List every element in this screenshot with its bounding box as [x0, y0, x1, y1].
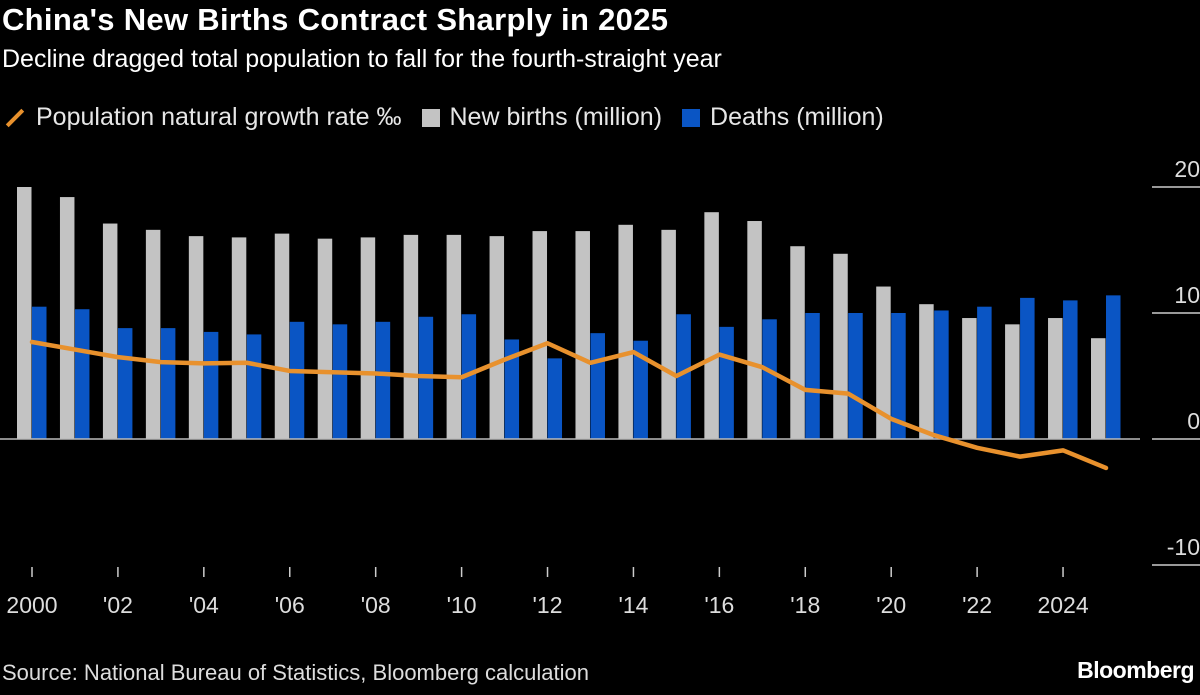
births-bar	[274, 233, 290, 439]
x-tick-label: '22	[962, 592, 992, 618]
legend-item-deaths: Deaths (million)	[682, 103, 884, 132]
chart-subtitle: Decline dragged total population to fall…	[2, 45, 722, 73]
births-bar	[145, 229, 161, 439]
births-bar	[1005, 324, 1020, 439]
births-bar	[17, 187, 32, 439]
square-swatch-icon	[682, 108, 701, 127]
births-bar	[102, 223, 118, 439]
deaths-bar	[160, 328, 176, 439]
legend-item-growth-rate: Population natural growth rate ‰	[4, 103, 402, 132]
chart-title: China's New Births Contract Sharply in 2…	[2, 2, 669, 37]
births-bar	[403, 234, 419, 439]
x-tick-label: '14	[618, 592, 648, 618]
deaths-bar	[1063, 300, 1078, 439]
deaths-bar	[719, 326, 734, 439]
births-bar	[790, 246, 805, 439]
deaths-bar	[504, 339, 520, 439]
deaths-bar	[633, 340, 648, 439]
births-bar	[833, 253, 848, 439]
legend-label: New births (million)	[449, 103, 663, 131]
deaths-bar	[762, 319, 777, 439]
source-note: Source: National Bureau of Statistics, B…	[2, 660, 589, 685]
births-bar	[59, 197, 75, 439]
legend-label: Population natural growth rate ‰	[36, 103, 402, 131]
births-bar	[661, 229, 676, 439]
x-tick-label: '12	[533, 592, 563, 618]
y-tick-label: 20	[1174, 156, 1200, 182]
births-bar	[618, 224, 633, 439]
births-bar	[876, 286, 891, 439]
births-bar	[575, 231, 590, 439]
x-tick-label: 2024	[1037, 592, 1088, 618]
deaths-bar	[676, 314, 691, 439]
y-tick-label: 10	[1174, 282, 1200, 308]
births-bar	[919, 304, 934, 439]
legend-item-births: New births (million)	[421, 103, 663, 132]
deaths-bar	[332, 324, 348, 439]
births-bar	[747, 221, 762, 439]
deaths-bar	[117, 328, 133, 439]
births-bar	[317, 238, 333, 439]
x-tick-label: 2000	[6, 592, 57, 618]
x-tick-label: '08	[361, 592, 391, 618]
legend: Population natural growth rate ‰ New bir…	[4, 103, 894, 132]
births-bar	[489, 236, 505, 439]
deaths-bar	[203, 331, 219, 439]
births-bar	[231, 237, 247, 439]
births-bar	[962, 318, 977, 439]
births-bar	[532, 231, 548, 439]
births-bar	[704, 212, 719, 439]
deaths-bar	[32, 306, 47, 439]
deaths-bar	[891, 313, 906, 439]
deaths-bar	[1106, 295, 1121, 439]
x-tick-label: '18	[790, 592, 820, 618]
deaths-bar	[590, 333, 605, 439]
births-bar	[446, 234, 462, 439]
deaths-bar	[848, 313, 863, 439]
y-tick-label: 0	[1187, 408, 1200, 434]
deaths-bar	[977, 306, 992, 439]
deaths-bar	[375, 321, 391, 439]
deaths-bar	[289, 321, 305, 439]
y-tick-label: -10	[1167, 534, 1200, 560]
births-bar	[1048, 318, 1063, 439]
x-tick-label: '16	[704, 592, 734, 618]
x-tick-label: '20	[876, 592, 906, 618]
x-tick-label: '02	[103, 592, 133, 618]
growth-rate-line	[29, 339, 1109, 471]
deaths-bar	[246, 334, 262, 439]
births-bar	[1091, 338, 1106, 439]
square-swatch-icon	[421, 108, 440, 127]
bloomberg-logo: Bloomberg	[1077, 657, 1194, 683]
deaths-bar	[547, 358, 563, 439]
legend-label: Deaths (million)	[710, 103, 884, 131]
x-tick-label: '10	[447, 592, 477, 618]
deaths-bar	[74, 309, 90, 439]
births-bar	[360, 237, 376, 439]
x-tick-label: '06	[275, 592, 305, 618]
deaths-bar	[805, 313, 820, 439]
births-bar	[188, 236, 204, 439]
x-tick-label: '04	[189, 592, 219, 618]
deaths-bar	[1020, 297, 1035, 439]
deaths-bar	[934, 310, 949, 439]
